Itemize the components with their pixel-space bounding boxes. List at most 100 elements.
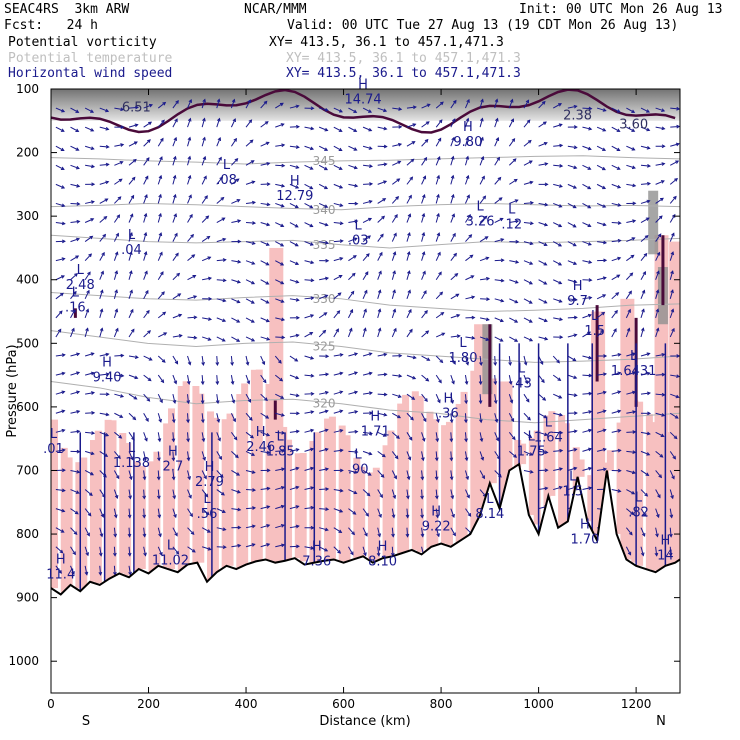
wind-arrow xyxy=(128,309,134,319)
wind-arrow-head xyxy=(310,260,315,265)
wind-arrow xyxy=(406,123,416,128)
pv-shade-column xyxy=(255,369,263,562)
wind-arrow-head xyxy=(143,231,148,236)
pv-shade-column xyxy=(548,411,556,496)
valid-label: Valid: 00 UTC Tue 27 Aug 13 (19 CDT Mon … xyxy=(287,18,679,33)
pv-shade-column xyxy=(138,466,146,570)
wind-arrow-head xyxy=(661,162,666,166)
wind-arrow-head xyxy=(157,514,162,519)
wind-arrow-head xyxy=(559,335,564,340)
wind-arrow xyxy=(201,176,207,185)
wind-arrow-head xyxy=(368,371,373,376)
wind-arrow-head xyxy=(655,289,660,294)
wind-arrow xyxy=(187,234,194,242)
wind-arrow xyxy=(640,309,645,319)
wind-arrow-head xyxy=(296,315,300,320)
wind-arrow-head xyxy=(114,251,119,256)
wind-arrow-head xyxy=(616,274,621,279)
wind-arrow-head xyxy=(263,100,268,105)
wind-arrow-head xyxy=(466,194,470,199)
wind-arrow-head xyxy=(265,300,270,304)
wind-arrow xyxy=(289,430,299,433)
wind-arrow xyxy=(362,372,372,376)
wind-arrow-head xyxy=(670,270,674,275)
wind-arrow-head xyxy=(354,429,359,434)
wind-arrow-head xyxy=(439,291,444,296)
extremum-value: .36 xyxy=(438,407,459,422)
wind-arrow-head xyxy=(515,219,520,224)
wind-arrow xyxy=(669,470,675,479)
wind-arrow-head xyxy=(178,334,183,338)
extremum-letter: H xyxy=(102,355,112,370)
pv-shade-column xyxy=(533,430,541,525)
wind-arrow xyxy=(114,374,124,377)
wind-arrow-head xyxy=(61,508,66,513)
wind-arrow-head xyxy=(113,514,118,519)
wind-arrow-head xyxy=(236,489,241,494)
wind-arrow-head xyxy=(452,360,456,365)
wind-arrow xyxy=(245,241,255,245)
wind-arrow-head xyxy=(251,543,256,547)
wind-arrow xyxy=(611,353,621,357)
wind-arrow-head xyxy=(466,494,470,499)
pv-shade-column xyxy=(94,430,102,584)
wind-arrow-head xyxy=(410,416,414,421)
wind-arrow xyxy=(464,355,469,365)
wind-arrow xyxy=(450,394,454,404)
wind-arrow xyxy=(304,145,314,150)
wind-arrow xyxy=(640,508,647,517)
pv-shade-column xyxy=(153,451,161,570)
wind-arrow-head xyxy=(105,372,110,377)
wind-arrow-head xyxy=(352,511,357,515)
wind-arrow xyxy=(377,215,385,223)
wind-arrow xyxy=(377,546,380,556)
wind-arrow-head xyxy=(102,233,107,238)
wind-arrow xyxy=(597,373,607,376)
wind-arrow-head xyxy=(158,232,163,237)
wind-arrow xyxy=(260,222,270,226)
wind-arrow xyxy=(157,252,163,261)
wind-arrow-head xyxy=(632,201,637,206)
wind-arrow-head xyxy=(514,319,519,323)
wind-arrow-head xyxy=(57,328,62,333)
wind-arrow-head xyxy=(131,176,136,181)
wind-arrow-head xyxy=(338,274,343,279)
wind-arrow-head xyxy=(266,337,271,341)
wind-arrow xyxy=(479,99,484,109)
wind-arrow-head xyxy=(105,412,110,417)
wind-arrow xyxy=(377,450,386,458)
wind-arrow xyxy=(450,470,453,480)
wind-arrow-head xyxy=(252,506,257,510)
wind-arrow xyxy=(669,527,672,537)
wind-arrow xyxy=(391,290,396,299)
wind-arrow-head xyxy=(338,529,343,534)
wind-arrow xyxy=(289,260,299,265)
wind-arrow xyxy=(275,202,284,207)
wind-arrow-head xyxy=(368,109,373,113)
wind-arrow xyxy=(567,260,577,265)
wind-arrow-head xyxy=(467,214,471,218)
wind-arrow xyxy=(289,374,299,379)
wind-arrow-head xyxy=(379,494,383,499)
wind-arrow-head xyxy=(309,223,314,228)
wind-arrow-head xyxy=(120,373,125,378)
wind-arrow xyxy=(172,273,180,281)
wind-arrow xyxy=(596,164,606,171)
wind-arrow xyxy=(289,279,299,283)
wind-arrow-head xyxy=(162,311,167,316)
pv-contour-label: 3.60 xyxy=(619,117,648,132)
wind-arrow xyxy=(70,126,79,132)
wind-arrow-head xyxy=(397,160,402,165)
wind-arrow-head xyxy=(237,239,242,244)
wind-arrow-head xyxy=(324,447,329,452)
wind-arrow xyxy=(113,252,118,261)
wind-arrow xyxy=(435,194,440,204)
wind-arrow-head xyxy=(543,262,548,266)
wind-arrow xyxy=(655,215,663,223)
wind-arrow-head xyxy=(368,127,373,132)
wind-arrow xyxy=(348,371,358,376)
wind-arrow-head xyxy=(600,329,604,334)
wind-arrow-head xyxy=(353,237,358,241)
wind-arrow xyxy=(246,222,256,224)
wind-arrow-head xyxy=(261,361,266,366)
